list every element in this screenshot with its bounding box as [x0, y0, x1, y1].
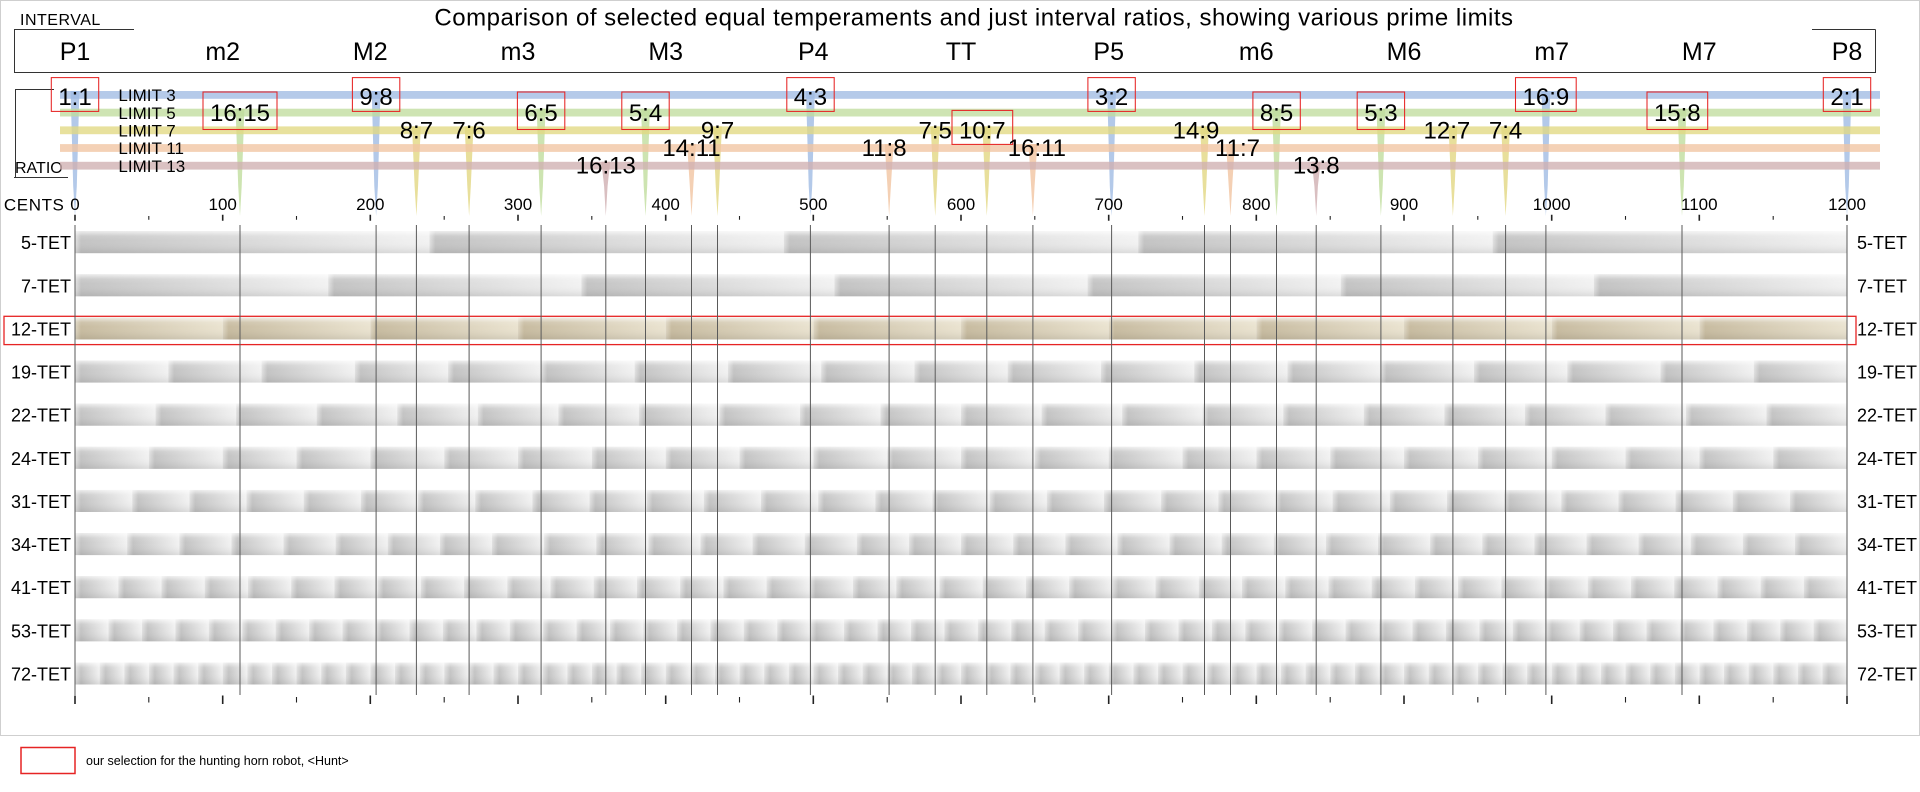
svg-text:LIMIT 13: LIMIT 13 [118, 157, 185, 176]
svg-text:31-TET: 31-TET [1857, 492, 1917, 512]
svg-text:15:8: 15:8 [1654, 100, 1701, 127]
svg-text:19-TET: 19-TET [1857, 363, 1917, 383]
svg-text:INTERVAL: INTERVAL [20, 12, 101, 29]
svg-text:72-TET: 72-TET [11, 665, 71, 685]
svg-text:TT: TT [946, 38, 977, 66]
svg-text:12-TET: 12-TET [1857, 320, 1917, 340]
svg-text:m7: m7 [1534, 38, 1569, 66]
svg-text:7:5: 7:5 [919, 118, 952, 145]
svg-text:800: 800 [1242, 195, 1270, 214]
svg-text:16:11: 16:11 [1008, 135, 1066, 162]
svg-text:200: 200 [356, 195, 384, 214]
svg-text:900: 900 [1390, 195, 1418, 214]
svg-text:53-TET: 53-TET [11, 621, 71, 641]
svg-text:24-TET: 24-TET [1857, 449, 1917, 469]
svg-text:M2: M2 [353, 38, 388, 66]
svg-text:7:4: 7:4 [1489, 118, 1522, 145]
svg-text:9:7: 9:7 [701, 118, 734, 145]
svg-text:8:5: 8:5 [1260, 100, 1293, 127]
svg-text:P8: P8 [1832, 38, 1863, 66]
svg-text:12-TET: 12-TET [11, 320, 71, 340]
svg-text:5-TET: 5-TET [21, 233, 71, 253]
svg-text:M3: M3 [648, 38, 683, 66]
svg-text:34-TET: 34-TET [1857, 535, 1917, 555]
svg-text:31-TET: 31-TET [11, 492, 71, 512]
svg-text:1:1: 1:1 [58, 84, 91, 111]
svg-text:7-TET: 7-TET [1857, 276, 1907, 296]
svg-text:10:7: 10:7 [959, 118, 1006, 145]
svg-text:5-TET: 5-TET [1857, 233, 1907, 253]
svg-text:m3: m3 [501, 38, 536, 66]
svg-text:0: 0 [70, 195, 79, 214]
svg-text:m2: m2 [205, 38, 240, 66]
svg-text:22-TET: 22-TET [11, 406, 71, 426]
svg-text:7-TET: 7-TET [21, 276, 71, 296]
svg-text:2:1: 2:1 [1830, 84, 1863, 111]
svg-text:M6: M6 [1387, 38, 1422, 66]
svg-text:RATIO: RATIO [15, 160, 63, 177]
svg-text:13:8: 13:8 [1293, 153, 1340, 180]
svg-text:P1: P1 [60, 38, 91, 66]
svg-text:11:7: 11:7 [1215, 135, 1260, 162]
svg-text:our selection for the hunting: our selection for the hunting horn robot… [86, 754, 349, 768]
svg-text:400: 400 [652, 195, 680, 214]
svg-text:P4: P4 [798, 38, 829, 66]
svg-text:1100: 1100 [1681, 195, 1718, 214]
svg-text:m6: m6 [1239, 38, 1274, 66]
svg-text:9:8: 9:8 [359, 84, 392, 111]
svg-text:1000: 1000 [1533, 195, 1571, 214]
svg-text:16:15: 16:15 [210, 100, 270, 127]
svg-text:3:2: 3:2 [1095, 84, 1128, 111]
svg-text:Comparison of selected equal t: Comparison of selected equal temperament… [434, 4, 1513, 31]
svg-text:6:5: 6:5 [524, 100, 557, 127]
svg-text:41-TET: 41-TET [11, 578, 71, 598]
svg-text:500: 500 [799, 195, 827, 214]
svg-text:700: 700 [1095, 195, 1123, 214]
svg-text:53-TET: 53-TET [1857, 621, 1917, 641]
svg-text:11:8: 11:8 [862, 135, 907, 162]
svg-text:8:7: 8:7 [400, 118, 433, 145]
svg-text:300: 300 [504, 195, 532, 214]
svg-text:CENTS: CENTS [4, 196, 65, 215]
svg-text:19-TET: 19-TET [11, 363, 71, 383]
svg-text:14:9: 14:9 [1173, 118, 1220, 145]
svg-text:22-TET: 22-TET [1857, 406, 1917, 426]
svg-text:5:4: 5:4 [629, 100, 662, 127]
svg-text:7:6: 7:6 [452, 118, 485, 145]
svg-text:5:3: 5:3 [1364, 100, 1397, 127]
svg-text:M7: M7 [1682, 38, 1717, 66]
svg-text:34-TET: 34-TET [11, 535, 71, 555]
svg-text:12:7: 12:7 [1424, 118, 1471, 145]
svg-text:LIMIT 3: LIMIT 3 [118, 86, 175, 105]
svg-text:4:3: 4:3 [794, 84, 827, 111]
svg-text:1200: 1200 [1828, 195, 1866, 214]
svg-text:16:13: 16:13 [576, 153, 636, 180]
svg-text:LIMIT 11: LIMIT 11 [118, 139, 184, 158]
svg-text:41-TET: 41-TET [1857, 578, 1917, 598]
svg-text:LIMIT 5: LIMIT 5 [118, 104, 175, 123]
svg-text:LIMIT 7: LIMIT 7 [118, 122, 175, 141]
svg-text:16:9: 16:9 [1523, 84, 1570, 111]
svg-text:24-TET: 24-TET [11, 449, 71, 469]
svg-text:100: 100 [209, 195, 237, 214]
svg-text:72-TET: 72-TET [1857, 665, 1917, 685]
svg-text:600: 600 [947, 195, 975, 214]
svg-text:P5: P5 [1093, 38, 1124, 66]
svg-text:14:11: 14:11 [662, 135, 720, 162]
